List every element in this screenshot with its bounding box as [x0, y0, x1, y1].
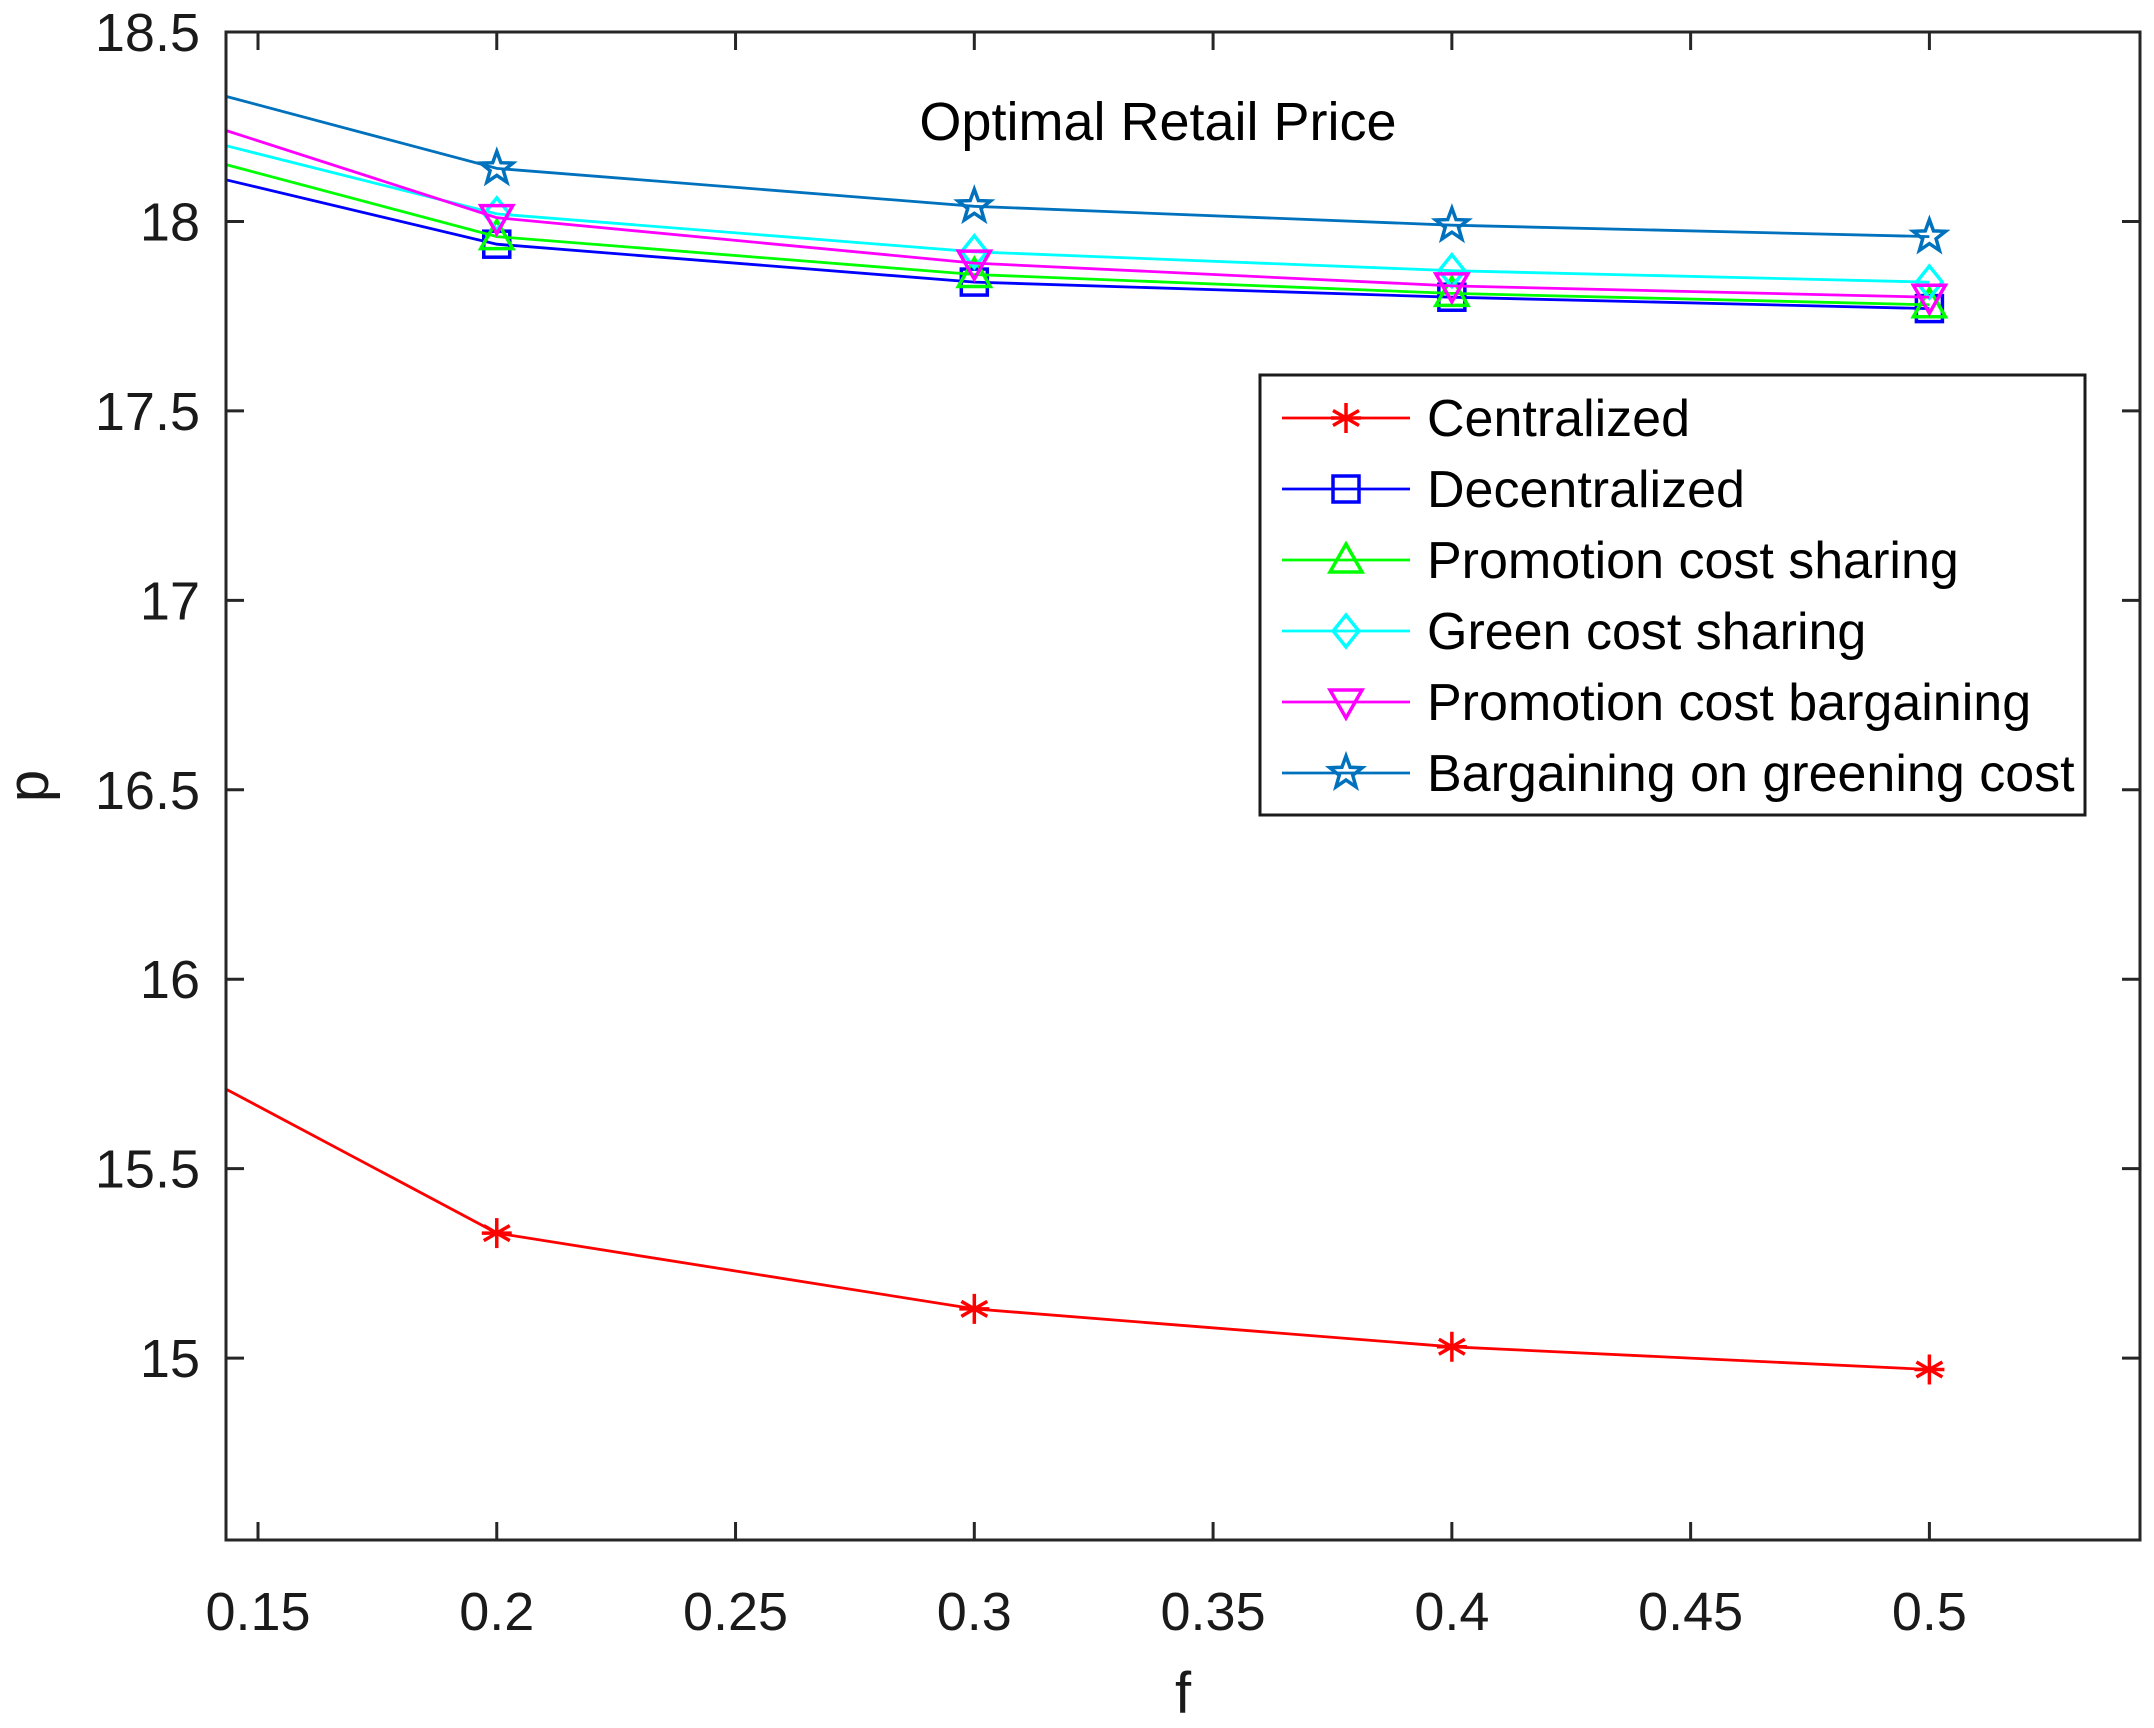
legend-entry-1: Centralized — [1282, 390, 1690, 448]
data-point — [1914, 263, 1945, 301]
legend-marker — [1331, 474, 1361, 504]
y-axis-label: p — [0, 770, 61, 802]
x-tick-label: 0.15 — [205, 1582, 310, 1642]
data-point — [1914, 1354, 1945, 1385]
y-tick-label: 18 — [140, 192, 200, 252]
legend-marker — [1324, 750, 1368, 791]
legend-marker — [1331, 403, 1361, 433]
series-line — [225, 163, 1930, 307]
y-tick-label: 17.5 — [95, 382, 200, 442]
x-tick-label: 0.4 — [1414, 1582, 1489, 1642]
data-point — [953, 184, 996, 225]
legend-marker — [1326, 688, 1366, 722]
y-tick-label: 17 — [140, 571, 200, 631]
y-tick-label: 15.5 — [95, 1140, 200, 1200]
legend-label: Promotion cost bargaining — [1427, 674, 2031, 732]
data-point — [959, 1293, 990, 1324]
series-5 — [225, 129, 1949, 317]
series-1 — [225, 1087, 1945, 1385]
data-point — [1430, 203, 1473, 244]
legend-marker — [1330, 612, 1362, 650]
legend-marker — [1326, 540, 1366, 574]
legend-entry-5: Promotion cost bargaining — [1282, 674, 2031, 732]
legend-label: Centralized — [1427, 390, 1690, 448]
series-3 — [225, 163, 1949, 319]
series-line — [225, 95, 1930, 238]
data-point — [481, 1218, 512, 1249]
y-tick-label: 18.5 — [95, 3, 200, 63]
data-point — [1436, 1331, 1467, 1362]
series-line — [225, 129, 1930, 299]
x-tick-label: 0.35 — [1161, 1582, 1266, 1642]
data-point — [477, 203, 516, 238]
data-point — [1910, 283, 1949, 317]
x-tick-label: 0.3 — [937, 1582, 1012, 1642]
series-6 — [225, 95, 1951, 255]
data-point — [1908, 214, 1951, 255]
data-point — [1432, 272, 1471, 306]
legend-entry-6: Bargaining on greening cost — [1282, 745, 2075, 803]
data-point — [955, 254, 994, 289]
data-point — [1910, 285, 1949, 319]
legend-label: Bargaining on greening cost — [1427, 745, 2075, 803]
legend-label: Green cost sharing — [1427, 603, 1866, 661]
legend-label: Promotion cost sharing — [1427, 532, 1959, 590]
data-point — [959, 232, 990, 271]
series-layer — [225, 95, 1951, 1385]
legend-entry-2: Decentralized — [1282, 461, 1745, 519]
data-point — [481, 195, 512, 233]
y-tick-label: 15 — [140, 1329, 200, 1389]
legend-entries: Centralized Decentralized Promotion cost s… — [1282, 390, 2075, 803]
x-tick-label: 0.45 — [1638, 1582, 1743, 1642]
x-tick-label: 0.25 — [683, 1582, 788, 1642]
legend-box — [1258, 373, 2087, 817]
axes — [224, 30, 2142, 1542]
x-tick-label: 0.2 — [459, 1582, 534, 1642]
data-point — [475, 146, 518, 187]
x-tick-label: 0.5 — [1892, 1582, 1967, 1642]
data-point — [1432, 273, 1471, 308]
axes-box — [224, 30, 2142, 1542]
data-point — [477, 217, 516, 251]
chart-title: Optimal Retail Price — [919, 92, 1396, 152]
legend-label: Decentralized — [1427, 461, 1745, 519]
y-tick-label: 16 — [140, 950, 200, 1010]
tick-labels: 0.15 0.2 0.25 0.3 0.35 0.4 0.45 0.5 15 15.5 16 16.5… — [95, 3, 1967, 1642]
y-tick-label: 16.5 — [95, 761, 200, 821]
legend-entry-3: Promotion cost sharing — [1282, 532, 1959, 590]
legend-entry-4: Green cost sharing — [1282, 603, 1866, 661]
x-axis-label: f — [1175, 1661, 1192, 1726]
legend: Centralized Decentralized Promotion cost s… — [1258, 373, 2087, 817]
data-point — [955, 249, 994, 283]
